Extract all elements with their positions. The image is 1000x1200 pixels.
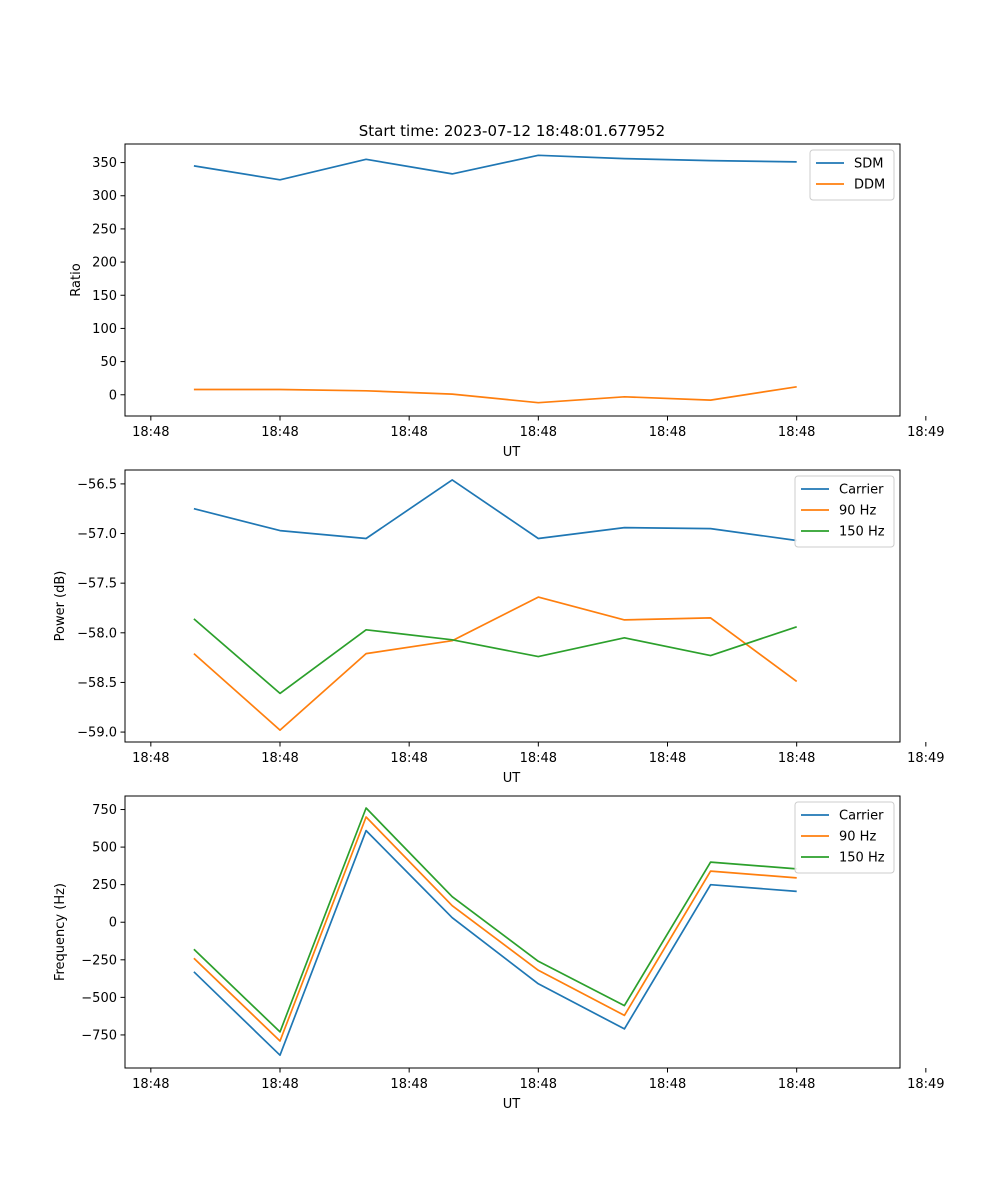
panel-1: 18:48 18:48 18:48 18:48 18:48 18:48 18:49 UT 0 50…: [69, 143, 945, 460]
x-axis-label: UT: [503, 1097, 521, 1112]
panel-3: 18:48 18:48 18:48 18:48 18:48 18:48 18:49 UT −75…: [53, 795, 945, 1112]
x-tick-label: 18:48: [390, 751, 427, 766]
x-tick-label: 18:48: [520, 751, 557, 766]
x-tick-label: 18:48: [778, 425, 815, 440]
y-tick-label: −59.0: [77, 726, 117, 741]
legend-label: 150 Hz: [839, 525, 885, 540]
x-tick-label: 18:48: [390, 425, 427, 440]
y-tick-label: −57.0: [77, 527, 117, 542]
legend-label: 150 Hz: [839, 851, 885, 866]
x-tick-label: 18:48: [261, 751, 298, 766]
y-tick-label: 350: [92, 156, 117, 171]
legend-label: SDM: [854, 157, 883, 172]
x-tick-label: 18:48: [132, 425, 169, 440]
x-tick-label: 18:48: [261, 425, 298, 440]
panel-2: 18:48 18:48 18:48 18:48 18:48 18:48 18:49 UT −59…: [53, 469, 945, 786]
y-tick-label: 500: [92, 841, 117, 856]
series-line-3-90-hz: [193, 816, 797, 1042]
x-tick-label: 18:48: [778, 751, 815, 766]
series-line-2-90-hz: [193, 596, 798, 731]
legend-label: 90 Hz: [839, 830, 876, 845]
x-tick-label: 18:49: [907, 751, 944, 766]
y-tick-label: 100: [92, 322, 117, 337]
legend-label: Carrier: [839, 483, 884, 498]
legend: Carrier 90 Hz 150 Hz: [794, 475, 895, 548]
y-tick-label: 0: [109, 388, 117, 403]
y-tick-label: −57.5: [77, 577, 117, 592]
x-tick-label: 18:48: [390, 1077, 427, 1092]
x-tick-label: 18:48: [520, 1077, 557, 1092]
y-tick-label: −58.0: [77, 626, 117, 641]
series-line-3-carrier: [193, 829, 797, 1057]
x-tick-label: 18:49: [907, 425, 944, 440]
y-tick-label: 0: [109, 916, 117, 931]
legend: Carrier 90 Hz 150 Hz: [794, 801, 895, 874]
y-tick-label: 200: [92, 256, 117, 271]
x-tick-label: 18:48: [649, 1077, 686, 1092]
legend-label: DDM: [854, 178, 885, 193]
axes-frame: [124, 143, 901, 417]
y-tick-label: 750: [92, 803, 117, 818]
x-tick-label: 18:48: [261, 1077, 298, 1092]
legend-box: [794, 801, 895, 874]
y-axis-label: Frequency (Hz): [53, 883, 68, 981]
y-tick-label: −500: [81, 991, 117, 1006]
y-tick-label: −58.5: [77, 676, 117, 691]
series-line-2-150-hz: [193, 618, 797, 695]
x-tick-label: 18:49: [907, 1077, 944, 1092]
axes-frame: [124, 469, 901, 743]
y-tick-label: 50: [100, 355, 117, 370]
x-axis-label: UT: [503, 445, 521, 460]
figure-title: Start time: 2023-07-12 18:48:01.677952: [359, 122, 665, 140]
series-line-2-carrier: [193, 479, 797, 542]
y-tick-label: −56.5: [77, 477, 117, 492]
y-tick-label: 250: [92, 878, 117, 893]
legend-label: Carrier: [839, 809, 884, 824]
axes-frame: [124, 795, 901, 1069]
y-tick-label: −250: [81, 953, 117, 968]
x-tick-label: 18:48: [132, 1077, 169, 1092]
y-tick-label: 150: [92, 289, 117, 304]
y-tick-label: 300: [92, 189, 117, 204]
series-line-1-ddm: [193, 385, 797, 404]
x-tick-label: 18:48: [649, 425, 686, 440]
y-axis-label: Power (dB): [53, 571, 68, 642]
x-tick-label: 18:48: [649, 751, 686, 766]
x-tick-label: 18:48: [778, 1077, 815, 1092]
series-line-1-sdm: [193, 154, 797, 181]
y-axis-label: Ratio: [69, 263, 84, 296]
legend: SDM DDM: [809, 149, 895, 201]
y-tick-label: −750: [81, 1028, 117, 1043]
legend-label: 90 Hz: [839, 504, 876, 519]
legend-box: [794, 475, 895, 548]
x-tick-label: 18:48: [520, 425, 557, 440]
x-tick-label: 18:48: [132, 751, 169, 766]
series-line-3-150-hz: [193, 807, 797, 1033]
y-tick-label: 250: [92, 222, 117, 237]
x-axis-label: UT: [503, 771, 521, 786]
